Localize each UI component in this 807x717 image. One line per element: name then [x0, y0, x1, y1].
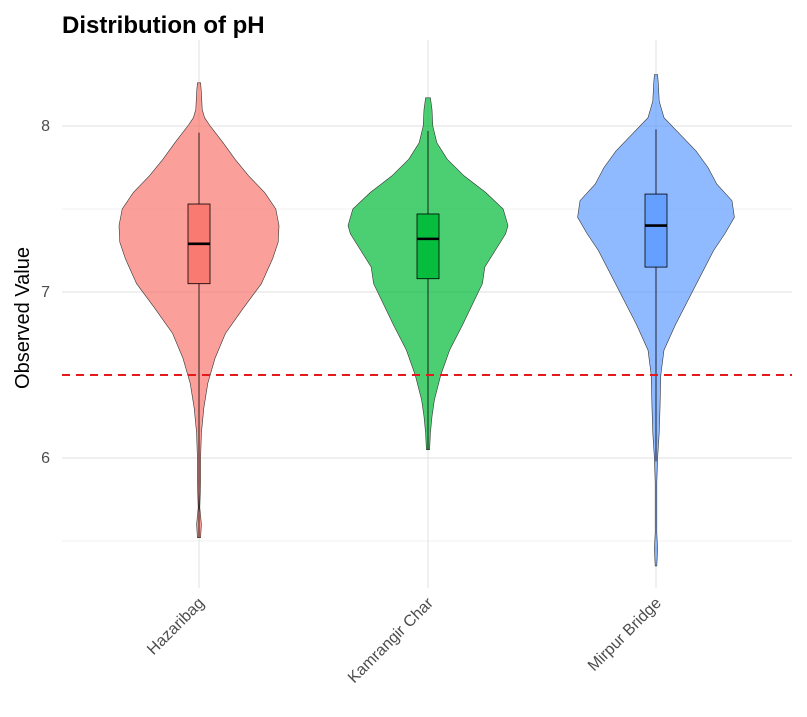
chart-title: Distribution of pH [62, 12, 265, 39]
violins [118, 74, 735, 567]
box-iqr [644, 193, 668, 268]
y-tick-label: 7 [41, 284, 50, 301]
x-tick-label: Hazaribag [144, 595, 208, 659]
y-tick-label: 6 [41, 450, 50, 467]
boxplots [187, 129, 668, 538]
y-tick-label: 8 [41, 118, 50, 135]
x-axis-ticks: Hazaribag Kamrangir Char Mirpur Bridge [144, 594, 665, 686]
x-tick-label: Kamrangir Char [345, 594, 437, 686]
y-axis-title: Observed Value [12, 247, 34, 389]
box-iqr [416, 213, 440, 280]
x-tick-label: Mirpur Bridge [585, 595, 665, 675]
y-axis-ticks: 6 7 8 [41, 118, 50, 467]
